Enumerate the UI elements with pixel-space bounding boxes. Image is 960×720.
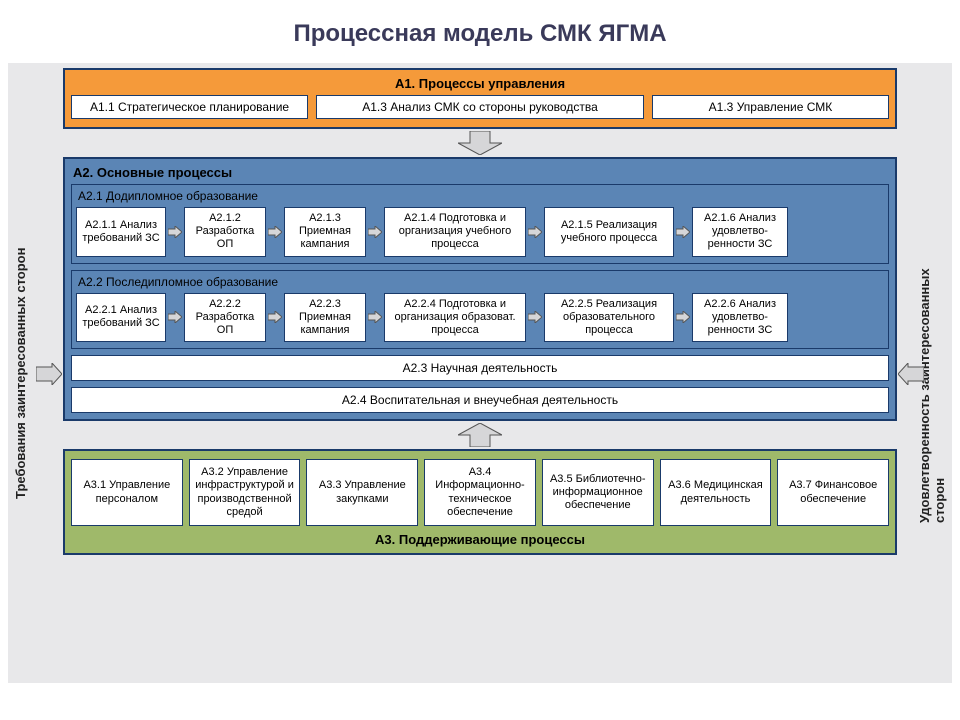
arrow-right-icon [268, 207, 282, 257]
a2-title: А2. Основные процессы [71, 163, 889, 184]
main-column: А1. Процессы управления А1.1 Стратегичес… [63, 68, 897, 678]
arrow-right-icon [268, 293, 282, 343]
a1-title: А1. Процессы управления [71, 74, 889, 95]
a1-section: А1. Процессы управления А1.1 Стратегичес… [63, 68, 897, 129]
page-title: Процессная модель СМК ЯГМА [0, 0, 960, 63]
a2-box: А2.2.5 Реализация образовательного проце… [544, 293, 674, 343]
arrow-right-icon [528, 293, 542, 343]
a2-section: А2. Основные процессы А2.1 Додипломное о… [63, 157, 897, 421]
arrow-right-icon [676, 293, 690, 343]
a2-box: А2.1.3 Приемная кампания [284, 207, 366, 257]
a1-box: А1.3 Управление СМК [652, 95, 889, 119]
side-arrow-left-icon [36, 363, 62, 385]
a3-section: А3.1 Управление персоналомА3.2 Управлени… [63, 449, 897, 555]
a2-bar: А2.4 Воспитательная и внеучебная деятель… [71, 387, 889, 413]
a3-box: А3.4 Информационно-техническое обеспечен… [424, 459, 536, 526]
arrow-down-icon [63, 131, 897, 155]
a3-title: А3. Поддерживающие процессы [71, 526, 889, 549]
arrow-right-icon [528, 207, 542, 257]
a2-box: А2.1.6 Анализ удовлетво- ренности ЗС [692, 207, 788, 257]
a3-box: А3.3 Управление закупками [306, 459, 418, 526]
a2-box: А2.1.4 Подготовка и организация учебного… [384, 207, 526, 257]
arrow-right-icon [368, 293, 382, 343]
side-arrow-right-icon [898, 363, 924, 385]
a1-box: А1.3 Анализ СМК со стороны руководства [316, 95, 644, 119]
arrow-right-icon [168, 207, 182, 257]
a2-box: А2.1.2 Разработка ОП [184, 207, 266, 257]
arrow-right-icon [368, 207, 382, 257]
arrow-right-icon [168, 293, 182, 343]
a2-bar: А2.3 Научная деятельность [71, 355, 889, 381]
a3-box: А3.2 Управление инфраструктурой и произв… [189, 459, 301, 526]
a3-box: А3.1 Управление персоналом [71, 459, 183, 526]
a2-sub2: А2.2 Последипломное образование А2.2.1 А… [71, 270, 889, 350]
arrow-up-icon [63, 423, 897, 447]
a2-box: А2.2.2 Разработка ОП [184, 293, 266, 343]
a2-box: А2.2.3 Приемная кампания [284, 293, 366, 343]
a2-box: А2.2.1 Анализ требований ЗС [76, 293, 166, 343]
a3-box: А3.5 Библиотечно-информационное обеспече… [542, 459, 654, 526]
diagram-container: Требования заинтересованных сторон Удовл… [8, 63, 952, 683]
a2-sub1: А2.1 Додипломное образование А2.1.1 Анал… [71, 184, 889, 264]
a2-box: А2.1.5 Реализация учебного процесса [544, 207, 674, 257]
a1-box: А1.1 Стратегическое планирование [71, 95, 308, 119]
arrow-right-icon [676, 207, 690, 257]
a2-sub2-title: А2.2 Последипломное образование [76, 273, 884, 293]
a3-box: А3.7 Финансовое обеспечение [777, 459, 889, 526]
a2-box: А2.2.4 Подготовка и организация образова… [384, 293, 526, 343]
a2-box: А2.1.1 Анализ требований ЗС [76, 207, 166, 257]
a2-box: А2.2.6 Анализ удовлетво- ренности ЗС [692, 293, 788, 343]
a3-box: А3.6 Медицинская деятельность [660, 459, 772, 526]
side-label-left: Требования заинтересованных сторон [13, 223, 28, 523]
a2-sub1-title: А2.1 Додипломное образование [76, 187, 884, 207]
